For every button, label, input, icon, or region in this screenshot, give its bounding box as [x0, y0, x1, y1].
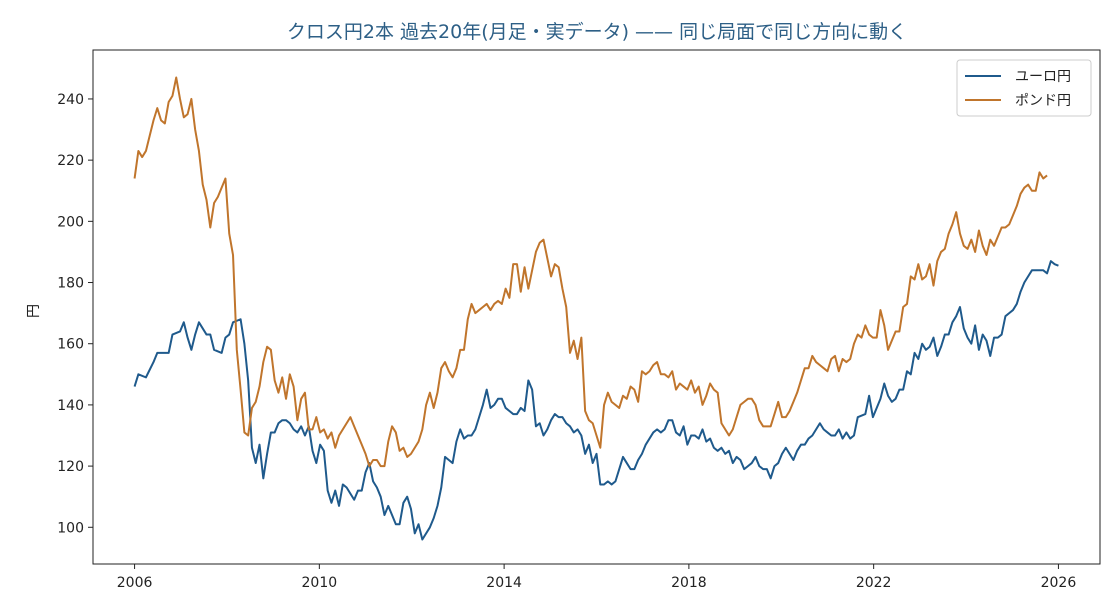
series-line-gbp-jpy: [133, 76, 1048, 468]
y-tick-label: 140: [57, 398, 84, 414]
chart-title: クロス円2本 過去20年(月足・実データ) —— 同じ局面で同じ方向に動く: [287, 21, 907, 43]
legend-label: ユーロ円: [1015, 69, 1071, 85]
y-tick-label: 180: [57, 276, 84, 292]
x-tick-label: 2010: [302, 575, 338, 591]
series-line-eur-jpy: [133, 260, 1059, 541]
plot-frame: [92, 49, 1101, 565]
y-tick-label: 240: [57, 92, 84, 108]
x-tick-label: 2018: [671, 575, 707, 591]
legend-box: [956, 59, 1092, 117]
x-tick-label: 2026: [1041, 575, 1077, 591]
x-tick-label: 2022: [856, 575, 892, 591]
y-tick-label: 220: [57, 153, 84, 169]
y-tick-label: 160: [57, 337, 84, 353]
x-tick-label: 2014: [486, 575, 522, 591]
x-tick-label: 2006: [117, 575, 153, 591]
y-tick-label: 120: [57, 459, 84, 475]
y-tick-label: 200: [57, 214, 84, 230]
y-tick-label: 100: [57, 520, 84, 536]
y-axis-label: 円: [26, 304, 42, 318]
legend-label: ポンド円: [1015, 93, 1071, 109]
